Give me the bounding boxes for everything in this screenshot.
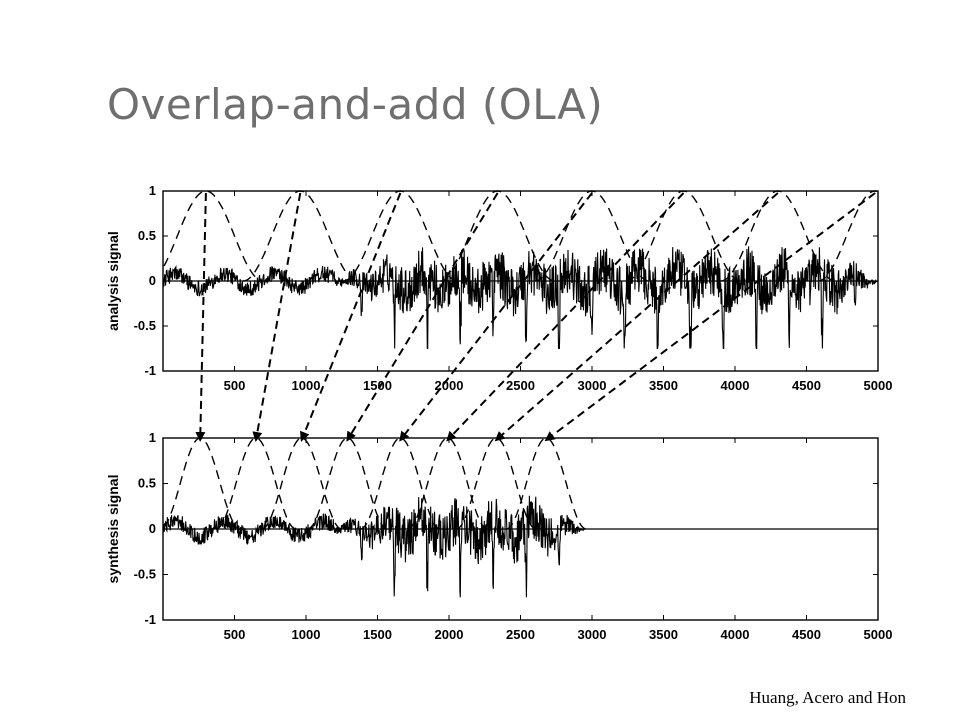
window-curve [307, 437, 388, 530]
mapping-arrow [346, 192, 499, 442]
y-tick-label: 0.5 [138, 476, 156, 491]
x-tick-label: 4000 [721, 627, 750, 642]
x-tick-label: 500 [224, 378, 246, 393]
credit-text: Huang, Acero and Hon [749, 688, 906, 707]
x-tick-label: 3000 [578, 627, 607, 642]
x-tick-label: 1500 [363, 627, 392, 642]
y-axis-label: analysis signal [105, 231, 121, 331]
y-tick-label: -0.5 [134, 318, 156, 333]
window-curve [720, 190, 836, 282]
mapping-arrow [446, 192, 685, 442]
x-tick-label: 500 [224, 627, 246, 642]
window-curve [163, 437, 241, 530]
y-tick-label: 0.5 [138, 228, 156, 243]
window-curve [440, 190, 555, 282]
waveform-line [162, 495, 586, 598]
y-tick-label: -1 [144, 363, 156, 378]
x-tick-label: 3500 [649, 627, 678, 642]
window-curve [534, 190, 650, 282]
x-tick-label: 4000 [721, 378, 750, 393]
mapping-arrow [494, 192, 779, 442]
y-tick-label: 1 [149, 430, 156, 445]
x-tick-label: 4500 [792, 378, 821, 393]
x-tick-label: 3000 [578, 378, 607, 393]
window-mapping-arrows [195, 192, 876, 442]
mapping-arrow [252, 192, 302, 442]
y-axis-label: synthesis signal [105, 475, 121, 584]
y-tick-label: 0 [149, 273, 156, 288]
mapping-arrow [544, 192, 876, 442]
y-tick-label: -0.5 [134, 567, 156, 582]
x-tick-label: 1500 [363, 378, 392, 393]
x-tick-label: 5000 [864, 378, 893, 393]
x-tick-label: 2500 [506, 378, 535, 393]
x-tick-label: 2500 [506, 627, 535, 642]
x-tick-label: 3500 [649, 378, 678, 393]
window-curve [343, 190, 458, 282]
x-tick-label: 5000 [864, 627, 893, 642]
x-tick-label: 2000 [435, 627, 464, 642]
mapping-arrow [300, 192, 402, 442]
waveform-line [162, 246, 878, 350]
window-curve [261, 437, 342, 530]
y-tick-label: 0 [149, 521, 156, 536]
window-curve [163, 190, 264, 282]
mapping-arrow [195, 192, 207, 442]
window-curve [243, 190, 358, 282]
x-tick-label: 1000 [292, 378, 321, 393]
x-tick-label: 1000 [292, 627, 321, 642]
window-curve [626, 190, 741, 282]
x-tick-label: 4500 [792, 627, 821, 642]
y-tick-label: -1 [144, 612, 156, 627]
mapping-arrow [399, 192, 593, 442]
y-tick-label: 1 [149, 183, 156, 198]
x-tick-label: 2000 [435, 378, 464, 393]
slide-title: Overlap-and-add (OLA) [107, 80, 604, 129]
